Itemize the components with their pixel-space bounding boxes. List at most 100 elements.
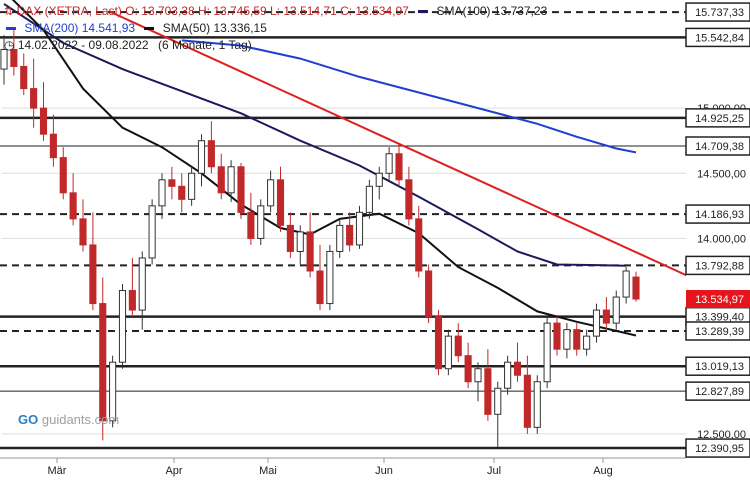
y-tick-label: 14.500,00: [697, 168, 746, 180]
candle-body: [158, 179, 166, 207]
level-badge-label: 15.542,84: [695, 32, 744, 44]
candle-body: [89, 244, 97, 305]
candle-body: [405, 179, 413, 220]
last-price-badge: [686, 290, 750, 309]
candle-body: [227, 166, 235, 194]
legend-row-range: ◷ 14.02.2022 - 09.08.2022 (6 Monate, 1 T…: [4, 38, 252, 52]
legend-sma200-label: SMA(200): [24, 21, 79, 35]
candle-body: [563, 329, 571, 350]
candle-body: [217, 166, 225, 194]
candle-body: [355, 211, 364, 246]
candle-body: [444, 335, 452, 370]
candle-body: [632, 276, 640, 300]
legend-row-main: ⇅ DAX (XETRA, Last) O: 13.703,38 H: 13.7…: [4, 4, 547, 18]
sma200-line: [181, 39, 637, 154]
level-badge-label: 13.019,13: [695, 361, 744, 373]
candle-body: [306, 231, 314, 272]
candle-body: [543, 322, 551, 383]
candle-body: [148, 205, 156, 259]
level-badge-label: 14.925,25: [695, 113, 744, 125]
level-badge-label: 14.186,93: [695, 209, 744, 221]
legend-sma200-value: 14.541,93: [81, 21, 136, 35]
level-badge: [685, 136, 750, 156]
candle-body: [464, 355, 472, 383]
brand-name: guidants.com: [41, 412, 120, 427]
candle-icon: ⇅: [4, 6, 14, 18]
candle-body: [346, 224, 354, 246]
candle-body: [523, 374, 531, 428]
level-badge-label: 13.399,40: [695, 312, 744, 324]
candle-body: [504, 361, 512, 389]
candle-body: [484, 368, 492, 415]
sma50-line: [11, 0, 637, 337]
legend-period: (6 Monate, 1 Tag): [157, 38, 252, 52]
sma100-swatch: [418, 10, 429, 14]
candle-body: [316, 270, 324, 305]
legend-sma100-label: SMA(100): [436, 4, 491, 18]
legend-sma50-label: SMA(50): [162, 21, 211, 35]
candle-body: [336, 224, 344, 252]
candle-body: [0, 49, 8, 70]
candle-body: [602, 309, 610, 324]
level-badge: [685, 438, 750, 458]
level-badge: [685, 321, 750, 341]
candle-body: [286, 224, 294, 252]
candle-body: [39, 107, 48, 135]
level-badge-label: 13.289,39: [695, 326, 744, 338]
candle-body: [128, 290, 136, 311]
level-badge: [685, 2, 750, 22]
candle-body: [276, 179, 285, 226]
level-badge-label: 13.792,88: [695, 260, 744, 272]
moving-averages: [3, 0, 637, 337]
candle-body: [365, 185, 373, 213]
candle-body: [612, 296, 620, 324]
candle-body: [109, 361, 117, 422]
candle-body: [375, 172, 383, 187]
candle-body: [79, 218, 87, 246]
last-price-label: 13.534,97: [695, 294, 744, 306]
x-tick-label: Mär: [48, 465, 67, 477]
level-badge-label: 15.737,33: [695, 7, 744, 19]
candle-body: [494, 387, 502, 415]
candle-body: [622, 270, 630, 298]
level-badge: [685, 255, 750, 276]
candle-body: [197, 140, 206, 174]
brand-logo: GO guidants.com: [18, 412, 119, 427]
level-badge-label: 14.709,38: [695, 141, 744, 153]
x-tick-label: Jul: [487, 465, 501, 477]
level-badge-label: 12.390,95: [695, 443, 744, 455]
candle-body: [385, 153, 393, 174]
candle-body: [553, 322, 561, 350]
level-badge: [685, 381, 750, 401]
level-badge: [685, 108, 750, 128]
x-tick-label: Jun: [375, 465, 393, 477]
candle-body: [573, 329, 581, 350]
level-badge: [685, 204, 750, 224]
candle-body: [434, 316, 443, 370]
level-badge: [685, 356, 750, 376]
candle-body: [513, 361, 522, 376]
trendline-red: [109, 10, 721, 292]
sma50-swatch: [144, 27, 155, 31]
candle-body: [118, 290, 127, 363]
candles: [0, 29, 640, 447]
candle-body: [474, 368, 482, 383]
level-badge-label: 12.827,89: [695, 386, 744, 398]
candle-body: [454, 335, 462, 357]
candle-body: [138, 257, 146, 311]
x-axis: Mär Apr Mai Jun Jul Aug: [0, 457, 686, 477]
candle-body: [10, 49, 18, 67]
y-tick-label: 12.500,00: [697, 429, 746, 441]
y-tick-label: 14.000,00: [697, 233, 746, 245]
candle-body: [69, 192, 77, 220]
candle-body: [188, 172, 196, 200]
legend-sma100-value: 13.737,23: [493, 4, 548, 18]
candle-body: [533, 381, 541, 428]
candle-body: [168, 179, 176, 187]
x-tick-label: Apr: [165, 465, 182, 477]
candle-body: [237, 166, 245, 213]
candle-body: [30, 88, 38, 109]
legend-range: 14.02.2022 - 09.08.2022: [17, 38, 149, 52]
candle-body: [207, 140, 215, 168]
